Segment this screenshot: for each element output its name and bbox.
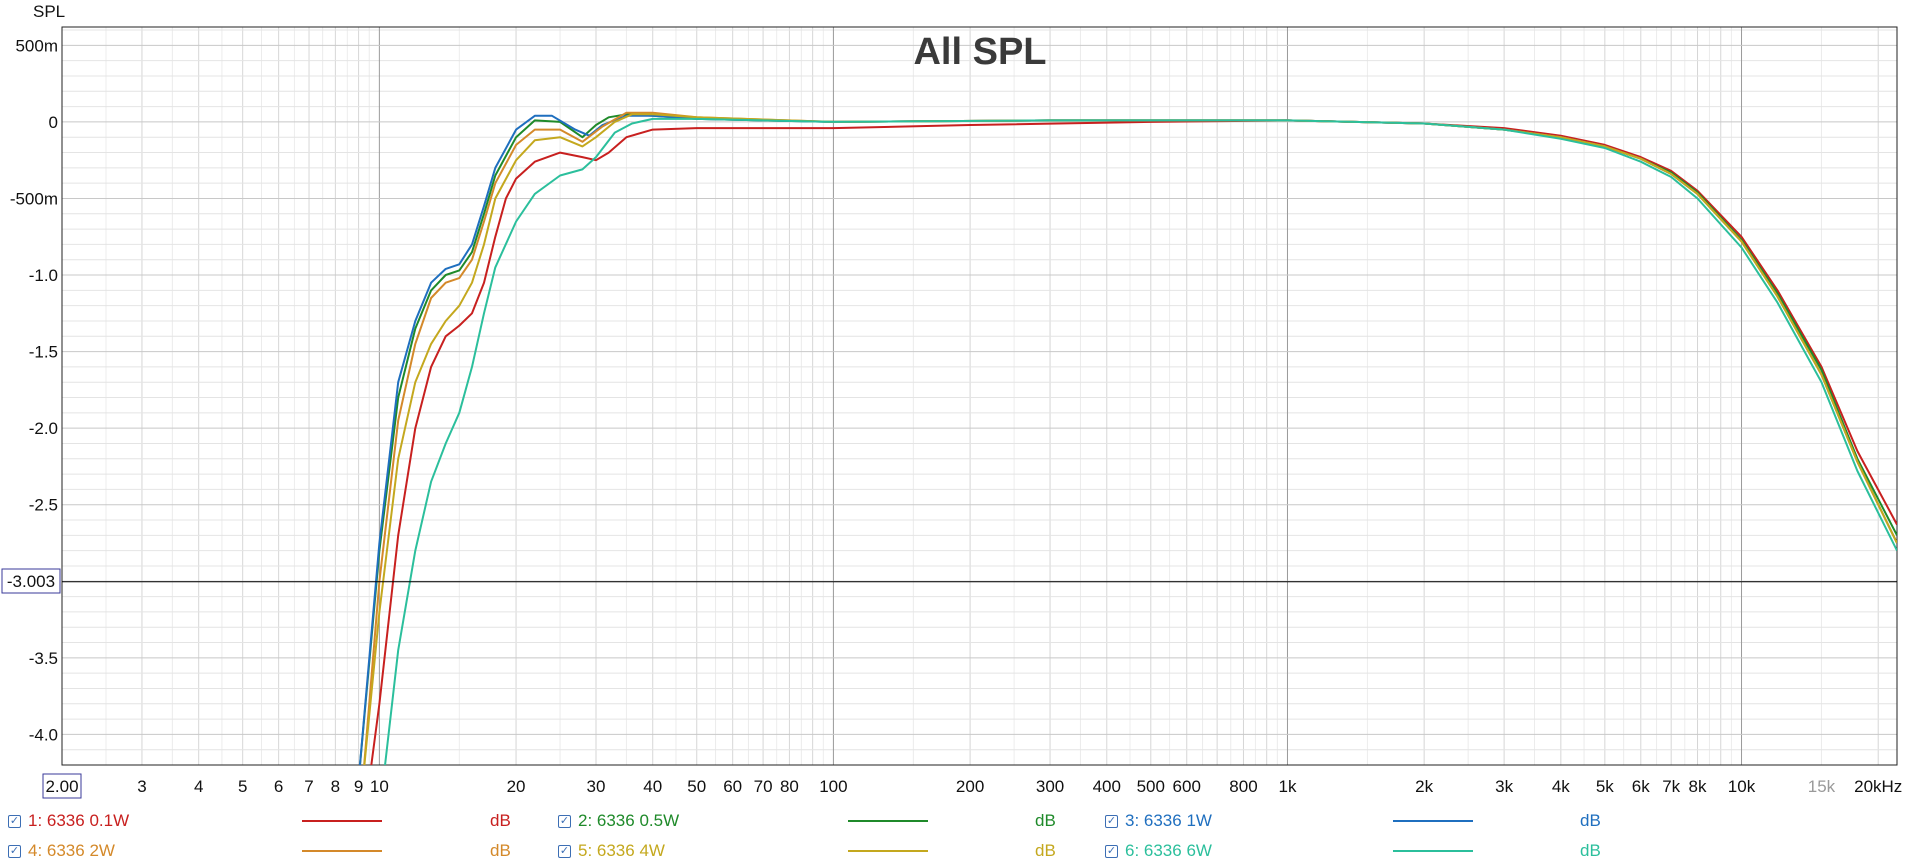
legend-label: 3: 6336 1W [1125, 811, 1212, 830]
legend-unit: dB [1580, 811, 1601, 830]
x-axis-ticks: 3 4 5 6 7 8 9 10 20 30 40 50 60 70 80 100 200 300 400 500 60… [137, 777, 1902, 796]
x-tick-label: 30 [587, 777, 606, 796]
series-line-6 [384, 117, 1897, 765]
x-tick-label: 800 [1229, 777, 1257, 796]
checkbox-icon[interactable]: ✓ [1105, 814, 1118, 828]
legend-item[interactable]: ✓ 3: 6336 1W [1105, 810, 1212, 832]
x-tick-label: 40 [643, 777, 662, 796]
cursor-x-readout[interactable]: 2.00 [42, 773, 82, 799]
legend-item[interactable]: ✓ 6: 6336 6W [1105, 840, 1212, 862]
x-tick-label: 7 [304, 777, 313, 796]
x-tick-label: 20kHz [1854, 777, 1902, 796]
checkbox-icon[interactable]: ✓ [8, 844, 21, 858]
x-tick-label: 400 [1093, 777, 1121, 796]
legend-swatch [848, 850, 928, 852]
legend-item[interactable]: ✓ 1: 6336 0.1W [8, 810, 129, 832]
x-tick-label: 4 [194, 777, 203, 796]
legend-swatch [848, 820, 928, 822]
legend-label: 6: 6336 6W [1125, 841, 1212, 860]
x-tick-label: 7k [1662, 777, 1680, 796]
y-tick-label: -500m [10, 189, 58, 208]
legend-label: 1: 6336 0.1W [28, 811, 130, 830]
checkbox-icon[interactable]: ✓ [558, 814, 571, 828]
y-tick-label: -1.5 [29, 343, 58, 362]
x-tick-label: 2k [1415, 777, 1433, 796]
x-tick-label: 20 [507, 777, 526, 796]
x-tick-label: 600 [1173, 777, 1201, 796]
legend-label: 2: 6336 0.5W [578, 811, 680, 830]
y-tick-label: -2.5 [29, 496, 58, 515]
legend-unit: dB [1035, 841, 1056, 860]
y-tick-label: -1.0 [29, 266, 58, 285]
cursor-y-readout[interactable]: -3.003 [1, 568, 61, 594]
x-tick-label: 8 [331, 777, 340, 796]
legend-item[interactable]: ✓ 4: 6336 2W [8, 840, 115, 862]
legend-item[interactable]: ✓ 2: 6336 0.5W [558, 810, 679, 832]
y-tick-label: -4.0 [29, 725, 58, 744]
svg-text:2.00: 2.00 [45, 777, 78, 796]
series-layer [358, 111, 1897, 765]
legend-label: 5: 6336 4W [578, 841, 665, 860]
y-tick-label: 500m [15, 36, 58, 55]
x-tick-label: 70 [754, 777, 773, 796]
x-tick-label: 9 [354, 777, 363, 796]
x-tick-label: 300 [1036, 777, 1064, 796]
x-tick-label: 6k [1632, 777, 1650, 796]
plot-frame [61, 26, 1898, 766]
x-tick-label: 6 [274, 777, 283, 796]
legend-swatch [1393, 850, 1473, 852]
series-line-5 [363, 113, 1897, 765]
x-tick-label: 80 [780, 777, 799, 796]
spl-chart[interactable]: 500m 0 -500m -1.0 -1.5 -2.0 -2.5 -3.5 -4.0 3 4 5 6 7… [0, 0, 1920, 800]
legend-swatch [302, 850, 382, 852]
x-tick-label: 10k [1728, 777, 1756, 796]
chart-title: All SPL [913, 31, 1046, 73]
legend-item[interactable]: ✓ 5: 6336 4W [558, 840, 665, 862]
series-line-3 [358, 114, 1897, 765]
y-axis-label: SPL [33, 2, 65, 21]
legend-unit: dB [490, 811, 511, 830]
legend-unit: dB [1580, 841, 1601, 860]
legend-unit: dB [490, 841, 511, 860]
y-tick-label: 0 [49, 113, 58, 132]
x-tick-label: 1k [1278, 777, 1296, 796]
x-tick-label: 15k [1808, 777, 1836, 796]
y-tick-label: -2.0 [29, 419, 58, 438]
legend: ✓ 1: 6336 0.1W dB ✓ 2: 6336 0.5W dB ✓ 3: 6336 1… [0, 800, 1920, 863]
checkbox-icon[interactable]: ✓ [8, 814, 21, 828]
x-tick-label: 200 [956, 777, 984, 796]
legend-swatch [302, 820, 382, 822]
y-axis-ticks: 500m 0 -500m -1.0 -1.5 -2.0 -2.5 -3.5 -4.0 [10, 36, 58, 744]
svg-text:-3.003: -3.003 [7, 572, 55, 591]
legend-label: 4: 6336 2W [28, 841, 115, 860]
x-tick-label: 4k [1552, 777, 1570, 796]
x-tick-label: 60 [723, 777, 742, 796]
x-tick-label: 5 [238, 777, 247, 796]
x-tick-label: 50 [687, 777, 706, 796]
x-tick-label: 100 [819, 777, 847, 796]
legend-unit: dB [1035, 811, 1056, 830]
grid-minor [61, 27, 1897, 766]
series-line-1 [370, 119, 1897, 765]
x-tick-label: 5k [1596, 777, 1614, 796]
checkbox-icon[interactable]: ✓ [1105, 844, 1118, 858]
x-tick-label: 3 [137, 777, 146, 796]
x-tick-label: 3k [1495, 777, 1513, 796]
x-tick-label: 10 [370, 777, 389, 796]
checkbox-icon[interactable]: ✓ [558, 844, 571, 858]
x-tick-label: 8k [1689, 777, 1707, 796]
legend-swatch [1393, 820, 1473, 822]
y-tick-label: -3.5 [29, 649, 58, 668]
x-tick-label: 500 [1137, 777, 1165, 796]
